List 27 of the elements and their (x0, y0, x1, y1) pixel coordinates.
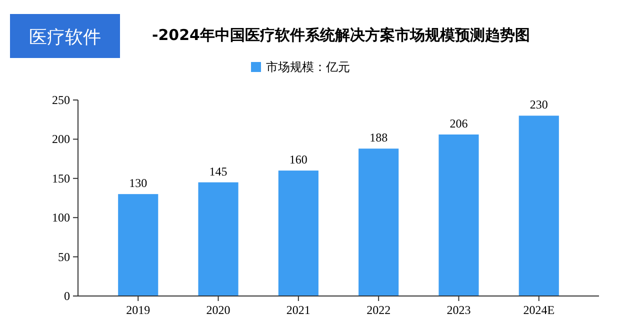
x-tick-label: 2023 (446, 303, 471, 317)
data-label: 206 (450, 116, 468, 130)
bar (118, 194, 158, 296)
bar (518, 116, 559, 296)
x-tick-label: 2022 (366, 303, 391, 317)
data-label: 145 (209, 164, 228, 178)
badge-label: 医疗软件 (10, 14, 120, 58)
y-tick-label: 100 (52, 210, 70, 225)
bar (198, 182, 238, 296)
x-tick-label: 2019 (126, 303, 150, 317)
x-tick-label: 2021 (286, 303, 310, 317)
y-tick-label: 150 (52, 171, 70, 186)
y-tick-label: 50 (58, 250, 70, 264)
bar (358, 148, 399, 296)
y-tick-label: 200 (52, 132, 70, 146)
bar (438, 134, 479, 296)
x-tick-label: 2020 (206, 303, 230, 317)
legend-label: 市场规模：亿元 (266, 60, 350, 74)
chart-title: -2024年中国医疗软件系统解决方案市场规模预测趋势图 (152, 26, 530, 44)
y-tick-label: 250 (52, 93, 70, 107)
data-label: 160 (289, 152, 308, 167)
data-label: 188 (370, 130, 388, 145)
data-label: 130 (129, 176, 148, 190)
x-tick-label: 2024E (523, 303, 555, 317)
bar (278, 170, 318, 296)
y-tick-label: 0 (64, 289, 70, 303)
data-label: 230 (530, 98, 548, 112)
